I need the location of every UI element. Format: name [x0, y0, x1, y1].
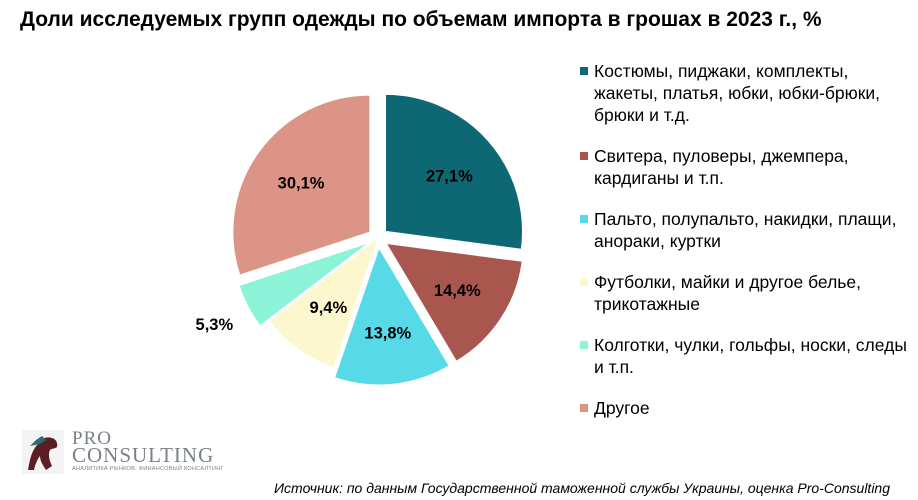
- pie-slice-3: [334, 246, 450, 386]
- legend-swatch: [580, 278, 588, 286]
- legend-label: Свитера, пуловеры, джемпера, кардиганы и…: [594, 146, 849, 188]
- legend-label: Футболки, майки и другое белье, трикотаж…: [594, 272, 862, 314]
- legend-label: Колготки, чулки, гольфы, носки, следы и …: [594, 335, 907, 377]
- legend-swatch: [580, 404, 588, 412]
- source-note: Источник: по данным Государственной тамо…: [274, 480, 890, 496]
- legend-item-1: Костюмы, пиджаки, комплекты, жакеты, пла…: [578, 60, 908, 126]
- legend-item-5: Колготки, чулки, гольфы, носки, следы и …: [578, 334, 908, 378]
- data-label-4: 9,4%: [310, 299, 348, 317]
- logo-tagline: АНАЛИТИКА РЫНКОВ. ФИНАНСОВЫЙ КОНСАЛТИНГ: [72, 466, 224, 472]
- legend-item-6: Другое: [578, 397, 908, 419]
- legend-swatch: [580, 67, 588, 75]
- legend-item-2: Свитера, пуловеры, джемпера, кардиганы и…: [578, 145, 908, 189]
- pro-consulting-logo: PRO CONSULTING АНАЛИТИКА РЫНКОВ. ФИНАНСО…: [22, 428, 224, 474]
- legend-label: Пальто, полупальто, накидки, плащи, анор…: [594, 209, 897, 251]
- pie-slice-6: [232, 94, 371, 276]
- legend-item-4: Футболки, майки и другое белье, трикотаж…: [578, 271, 908, 315]
- pie-slice-5: [238, 242, 370, 327]
- legend-swatch: [580, 152, 588, 160]
- legend-item-3: Пальто, полупальто, накидки, плащи, анор…: [578, 208, 908, 252]
- pie-slice-2: [385, 242, 523, 362]
- horse-emblem-icon: [22, 430, 64, 474]
- data-label-5: 5,3%: [196, 316, 234, 334]
- pie-slice-4: [268, 236, 380, 369]
- chart-legend: Костюмы, пиджаки, комплекты, жакеты, пла…: [578, 60, 908, 438]
- legend-swatch: [580, 215, 588, 223]
- legend-label: Костюмы, пиджаки, комплекты, жакеты, пла…: [594, 61, 881, 125]
- logo-text-pro: PRO: [72, 428, 112, 449]
- data-label-1: 27,1%: [426, 167, 473, 185]
- chart-title: Доли исследуемых групп одежды по объемам…: [20, 8, 822, 31]
- data-label-2: 14,4%: [434, 282, 481, 300]
- data-label-3: 13,8%: [364, 324, 411, 342]
- pie-slice-1: [385, 93, 524, 250]
- data-label-6: 30,1%: [278, 174, 325, 192]
- legend-swatch: [580, 341, 588, 349]
- legend-label: Другое: [594, 398, 650, 418]
- logo-text-consulting: CONSULTING: [72, 443, 215, 467]
